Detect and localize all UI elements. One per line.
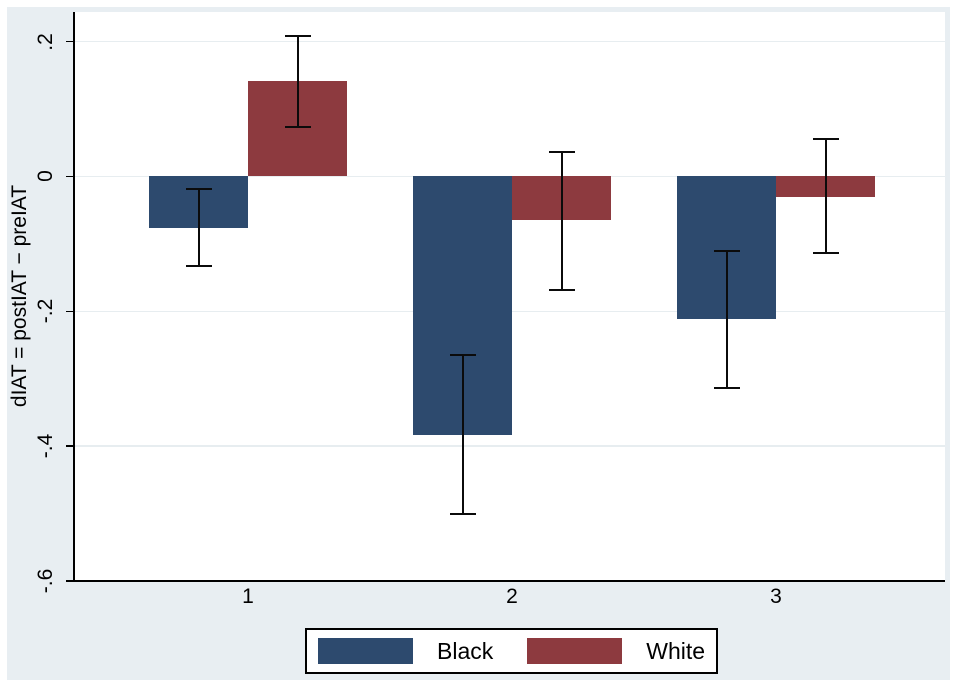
x-tick-label-3: 3 <box>770 585 782 608</box>
error-bar-cap-top-white-3 <box>812 138 839 141</box>
error-bar-line-white-1 <box>296 35 299 128</box>
error-bar-line-white-2 <box>560 151 563 290</box>
error-bar-line-white-3 <box>824 139 827 253</box>
x-axis-line <box>73 579 945 582</box>
error-bar-cap-bottom-white-1 <box>284 126 311 129</box>
y-tick-label--.4: -.4 <box>34 433 57 459</box>
legend-swatch-white <box>527 638 623 664</box>
y-tick--.4 <box>66 445 74 447</box>
legend-label-white: White <box>646 637 706 664</box>
error-bar-line-black-3 <box>725 251 728 389</box>
error-bar-cap-top-white-1 <box>284 34 311 37</box>
legend: Black White <box>305 628 718 674</box>
error-bar-cap-top-white-2 <box>548 150 575 153</box>
y-tick-0 <box>66 175 74 178</box>
y-axis-line <box>73 12 75 581</box>
error-bar-cap-top-black-2 <box>449 354 476 357</box>
x-tick-label-2: 2 <box>506 585 518 608</box>
legend-swatch-black <box>318 638 413 664</box>
error-bar-cap-bottom-white-2 <box>548 288 575 291</box>
gridline-.2 <box>75 40 945 43</box>
gridline--.4 <box>75 445 945 447</box>
error-bar-cap-top-black-1 <box>185 187 212 190</box>
y-axis-title: dIAT = postIAT − preIAT <box>8 184 31 408</box>
error-bar-line-black-2 <box>461 355 464 515</box>
y-tick-label--.6: -.6 <box>34 568 57 594</box>
error-bar-cap-bottom-black-1 <box>185 265 212 268</box>
y-tick--.6 <box>66 580 74 582</box>
x-tick-label-1: 1 <box>242 585 254 608</box>
y-tick-.2 <box>66 40 74 43</box>
y-tick--.2 <box>66 310 74 313</box>
y-tick-label-.2: .2 <box>34 32 57 51</box>
error-bar-cap-top-black-3 <box>713 250 740 253</box>
error-bar-line-black-1 <box>197 188 200 267</box>
error-bar-cap-bottom-black-2 <box>449 513 476 516</box>
y-tick-label--.2: -.2 <box>34 299 57 324</box>
legend-label-black: Black <box>437 637 494 664</box>
error-bar-cap-bottom-white-3 <box>812 251 839 254</box>
y-tick-label-0: 0 <box>34 170 57 183</box>
error-bar-cap-bottom-black-3 <box>713 387 740 390</box>
